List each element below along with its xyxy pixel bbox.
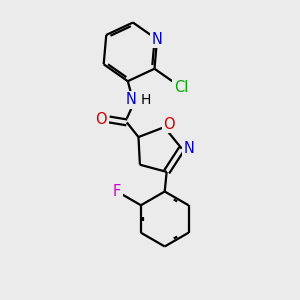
Text: O: O — [95, 112, 107, 127]
Text: F: F — [113, 184, 121, 199]
Text: Cl: Cl — [174, 80, 188, 95]
Text: N: N — [152, 32, 163, 47]
Text: N: N — [125, 92, 136, 107]
Text: N: N — [183, 141, 194, 156]
Text: O: O — [164, 117, 175, 132]
Text: H: H — [140, 93, 151, 107]
